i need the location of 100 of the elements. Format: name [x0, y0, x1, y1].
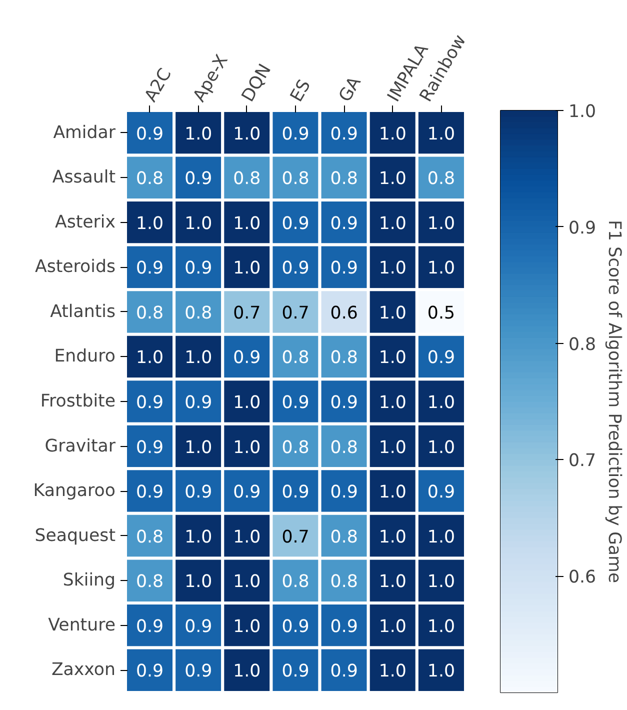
data-label: 0.8: [233, 169, 261, 190]
data-label: 1.0: [184, 572, 212, 592]
data-label: 1.0: [378, 438, 406, 458]
data-label: 1.0: [233, 438, 261, 458]
y-tick-label: Zaxxon: [51, 660, 116, 680]
data-label: 1.0: [378, 258, 406, 279]
data-label: 0.9: [136, 438, 164, 458]
data-label: 0.9: [136, 258, 164, 279]
data-label: 0.9: [330, 393, 358, 413]
data-label: 1.0: [233, 662, 261, 682]
color-bar-label: 0.6: [568, 568, 596, 588]
data-label: 0.9: [282, 482, 310, 503]
y-tick-label: Frostbite: [40, 392, 116, 412]
data-label: 0.7: [282, 527, 310, 548]
data-label: 1.0: [378, 662, 406, 682]
data-label: 0.8: [330, 348, 358, 368]
data-label: 0.9: [233, 482, 261, 503]
y-tick-label: Asteroids: [34, 257, 116, 278]
data-label: 0.9: [136, 393, 164, 413]
y-tick-label: Venture: [48, 615, 116, 636]
data-label: 1.0: [378, 393, 406, 413]
data-label: 0.9: [136, 124, 164, 144]
data-label: 1.0: [427, 527, 455, 548]
y-tick-label: Enduro: [54, 346, 116, 367]
data-label: 0.9: [282, 214, 310, 234]
y-tick-label: Atlantis: [50, 302, 116, 322]
data-label: 0.9: [136, 482, 164, 503]
y-tick-label: Skiing: [62, 570, 116, 591]
data-label: 1.0: [233, 616, 261, 637]
data-label: 0.9: [427, 482, 455, 503]
data-label: 1.0: [378, 124, 406, 144]
y-tick-label: Gravitar: [44, 436, 116, 456]
data-label: 1.0: [184, 527, 212, 548]
data-label: 0.9: [282, 393, 310, 413]
data-label: 1.0: [184, 438, 212, 458]
data-label: 0.8: [330, 572, 358, 592]
data-label: 1.0: [136, 348, 164, 368]
color-bar-label: 0.8: [568, 334, 596, 355]
data-label: 0.9: [330, 214, 358, 234]
color-bar-title: F1 Score of Algorithm Prediction by Game: [604, 220, 624, 584]
data-label: 1.0: [427, 662, 455, 682]
data-label: 0.9: [184, 393, 212, 413]
data-label: 1.0: [427, 214, 455, 234]
data-label: 0.9: [184, 616, 212, 637]
data-label: 1.0: [427, 393, 455, 413]
color-bar-label: 1.0: [568, 102, 596, 122]
data-label: 0.9: [233, 348, 261, 368]
data-label: 1.0: [427, 258, 455, 279]
data-label: 0.8: [330, 527, 358, 548]
color-bar-label: 0.9: [568, 218, 596, 238]
y-tick-label: Amidar: [53, 122, 116, 143]
data-label: 1.0: [378, 303, 406, 324]
data-label: 0.9: [136, 616, 164, 637]
data-label: 0.9: [282, 616, 310, 637]
data-label: 1.0: [378, 348, 406, 368]
data-label: 0.6: [330, 303, 358, 324]
data-label: 0.7: [282, 303, 310, 324]
data-label: 0.9: [427, 348, 455, 368]
data-label: 0.8: [282, 438, 310, 458]
data-label: 0.8: [330, 169, 358, 190]
data-label: 0.9: [184, 258, 212, 279]
data-label: 1.0: [233, 214, 261, 234]
x-tick-label: ES: [286, 76, 316, 106]
data-label: 1.0: [233, 393, 261, 413]
data-label: 1.0: [184, 214, 212, 234]
data-label: 0.8: [282, 572, 310, 592]
data-label: 1.0: [427, 124, 455, 144]
data-label: 0.9: [330, 258, 358, 279]
data-label: 1.0: [427, 616, 455, 637]
data-label: 0.8: [330, 438, 358, 458]
data-label: 1.0: [378, 482, 406, 503]
data-label: 0.5: [427, 303, 455, 324]
data-label: 0.9: [330, 616, 358, 637]
data-label: 0.8: [136, 527, 164, 548]
data-label: 0.9: [282, 662, 310, 682]
y-tick-label: Assault: [52, 168, 116, 188]
data-label: 0.9: [136, 662, 164, 682]
data-label: 0.9: [330, 482, 358, 503]
data-label: 0.8: [136, 169, 164, 190]
data-label: 0.8: [184, 303, 212, 324]
data-label: 0.8: [282, 169, 310, 190]
data-label: 1.0: [233, 258, 261, 279]
data-label: 1.0: [184, 348, 212, 368]
data-label: 0.9: [184, 482, 212, 503]
data-label: 1.0: [233, 527, 261, 548]
data-label: 0.8: [136, 572, 164, 592]
y-tick-label: Kangaroo: [33, 481, 116, 502]
x-tick-label: GA: [335, 73, 366, 106]
data-label: 1.0: [427, 572, 455, 592]
data-label: 1.0: [378, 214, 406, 234]
data-label: 0.9: [282, 124, 310, 144]
data-label: 1.0: [378, 527, 406, 548]
data-label: 1.0: [184, 124, 212, 144]
data-label: 1.0: [378, 169, 406, 190]
data-label: 0.9: [330, 662, 358, 682]
y-tick-label: Seaquest: [34, 526, 116, 546]
data-label: 0.8: [427, 169, 455, 190]
data-label: 1.0: [427, 438, 455, 458]
data-label: 0.7: [233, 303, 261, 324]
data-label: 1.0: [136, 214, 164, 234]
